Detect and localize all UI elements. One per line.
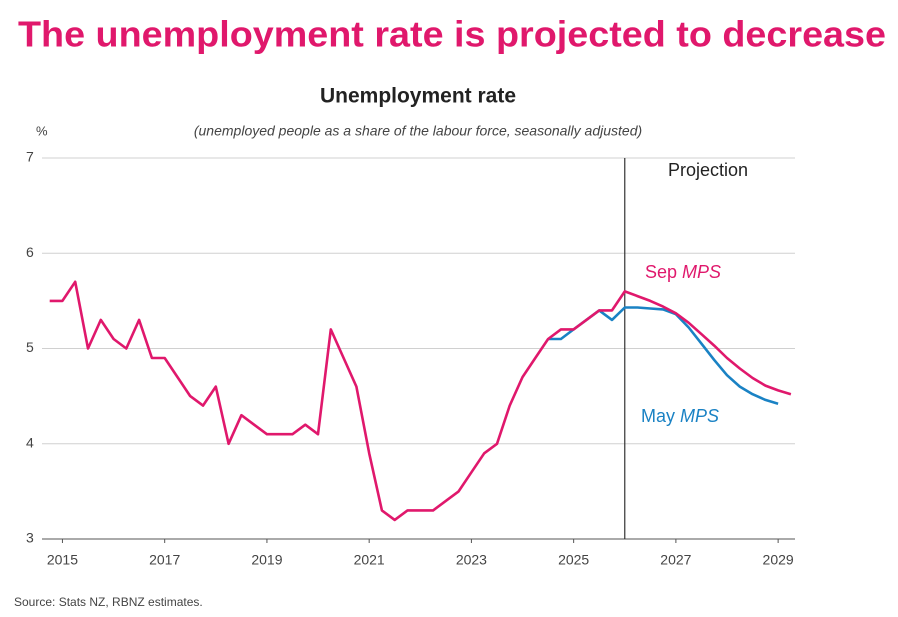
chart-subtitle: (unemployed people as a share of the lab… <box>194 123 642 139</box>
x-tick-label: 2021 <box>354 552 385 568</box>
y-unit: % <box>36 123 48 138</box>
annotation: Projection <box>668 160 748 180</box>
legend-label-part: May <box>641 406 680 426</box>
legend-label-part: Sep <box>645 262 682 282</box>
y-tick-label: 4 <box>26 434 34 450</box>
chart-title: Unemployment rate <box>320 85 516 108</box>
y-tick-label: 6 <box>26 244 34 260</box>
legend-label-part: MPS <box>680 406 719 426</box>
legend-label: Sep MPS <box>645 262 721 282</box>
headline: The unemployment rate is projected to de… <box>18 14 886 55</box>
x-tick-label: 2027 <box>660 552 691 568</box>
series-line <box>49 280 792 522</box>
x-tick-label: 2017 <box>149 552 180 568</box>
y-tick-label: 7 <box>26 149 34 165</box>
y-tick-label: 5 <box>26 339 34 355</box>
x-tick-label: 2019 <box>251 552 282 568</box>
x-tick-label: 2025 <box>558 552 589 568</box>
x-tick-label: 2023 <box>456 552 487 568</box>
source: Source: Stats NZ, RBNZ estimates. <box>14 595 203 609</box>
y-tick-label: 3 <box>26 530 34 546</box>
legend-label-part: MPS <box>682 262 721 282</box>
legend-label: May MPS <box>641 406 719 426</box>
x-tick-label: 2015 <box>47 552 78 568</box>
x-tick-label: 2029 <box>763 552 794 568</box>
